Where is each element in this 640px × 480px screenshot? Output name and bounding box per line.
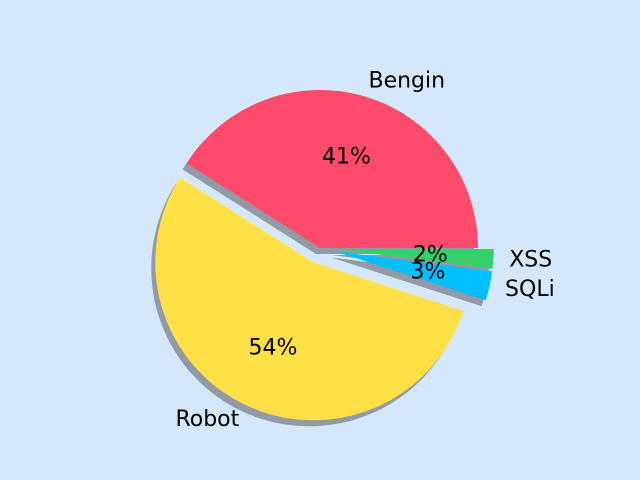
slice-robot	[155, 177, 464, 421]
slice-xss	[335, 248, 494, 269]
labels: 41% Bengin 54% Robot 3% SQLi 2% XSS	[175, 69, 554, 432]
pct-label-bengin: 41%	[322, 144, 371, 169]
slice-bengin	[186, 90, 478, 248]
slice-label-xss: XSS	[509, 247, 552, 272]
pct-label-xss: 2%	[413, 242, 448, 267]
slice-label-sqli: SQLi	[505, 277, 555, 302]
slice-sqli	[335, 251, 493, 301]
pct-label-robot: 54%	[248, 336, 297, 361]
slice-label-bengin: Bengin	[368, 69, 445, 94]
shadow-sqli	[331, 257, 489, 307]
slices	[155, 90, 494, 421]
pct-label-sqli: 3%	[410, 260, 445, 285]
slice-label-robot: Robot	[175, 407, 239, 432]
